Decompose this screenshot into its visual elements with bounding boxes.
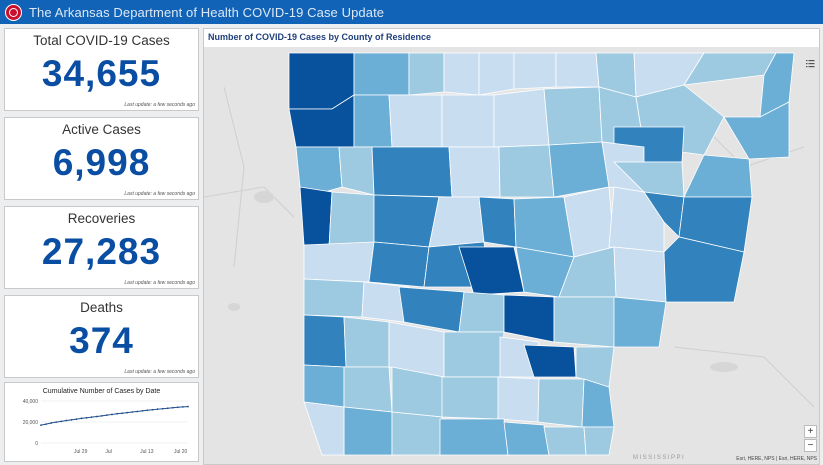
data-point[interactable]	[40, 424, 42, 427]
mississippi-label: MISSISSIPPI	[633, 455, 686, 461]
last-update: Last update: a few seconds ago	[124, 280, 195, 286]
data-point[interactable]	[161, 407, 164, 410]
chart-title: Cumulative Number of Cases by Date	[42, 388, 161, 395]
data-point[interactable]	[156, 408, 159, 411]
data-point[interactable]	[45, 423, 47, 425]
data-point[interactable]	[141, 409, 144, 412]
data-point[interactable]	[80, 417, 83, 420]
data-point[interactable]	[166, 407, 169, 410]
data-point[interactable]	[151, 408, 154, 411]
card-value: 374	[69, 320, 134, 361]
data-point[interactable]	[75, 418, 78, 421]
data-point[interactable]	[116, 412, 118, 415]
health-dept-logo-icon	[5, 3, 22, 21]
card-value: 27,283	[41, 231, 162, 272]
card-deaths: Deaths 374 Last update: a few seconds ag…	[4, 295, 199, 378]
data-point[interactable]	[176, 406, 179, 409]
y-tick-label: 0	[35, 441, 38, 447]
card-title: Active Cases	[62, 122, 141, 137]
last-update: Last update: a few seconds ago	[124, 102, 195, 108]
card-value: 34,655	[41, 53, 162, 94]
x-tick-label: Jul 13	[140, 449, 154, 455]
data-point[interactable]	[136, 410, 139, 413]
cumulative-cases-chart[interactable]: Cumulative Number of Cases by Date 40,00…	[4, 382, 199, 462]
chart-plot[interactable]: 40,000 20,000 0 Jul 29 Jul Jul 13 Jul 20	[5, 395, 198, 457]
x-tick-label: Jul 20	[174, 449, 188, 455]
data-point[interactable]	[105, 414, 108, 417]
data-point[interactable]	[70, 419, 73, 421]
y-tick-label: 40,000	[23, 399, 39, 405]
county-map[interactable]	[204, 47, 819, 464]
card-value: 6,998	[52, 142, 151, 183]
x-tick-label: Jul 29	[74, 449, 88, 455]
data-point[interactable]	[126, 411, 129, 414]
dashboard-title: The Arkansas Department of Health COVID-…	[29, 4, 385, 20]
card-recoveries: Recoveries 27,283 Last update: a few sec…	[4, 206, 199, 289]
map-title: Number of COVID-19 Cases by County of Re…	[208, 32, 432, 42]
card-total-cases: Total COVID-19 Cases 34,655 Last update:…	[4, 28, 199, 111]
arkansas-counties[interactable]	[288, 52, 795, 456]
data-point[interactable]	[182, 405, 184, 408]
card-title: Recoveries	[67, 211, 136, 226]
data-point[interactable]	[171, 406, 174, 409]
y-tick-label: 20,000	[23, 420, 39, 426]
map-attribution[interactable]: Esri, HERE, NPS | Esri, HERE, NPS	[736, 456, 817, 462]
data-point[interactable]	[50, 422, 53, 424]
app-header: The Arkansas Department of Health COVID-…	[0, 0, 823, 24]
data-point[interactable]	[100, 415, 103, 417]
data-point[interactable]	[60, 420, 63, 423]
zoom-out-button[interactable]: −	[804, 439, 817, 452]
data-point[interactable]	[90, 416, 93, 419]
data-point[interactable]	[95, 415, 98, 418]
card-title: Total COVID-19 Cases	[33, 33, 170, 48]
zoom-in-button[interactable]: +	[804, 425, 817, 438]
data-point[interactable]	[65, 419, 68, 422]
data-point[interactable]	[85, 416, 88, 419]
last-update: Last update: a few seconds ago	[124, 191, 195, 197]
data-point[interactable]	[187, 405, 189, 408]
data-point[interactable]	[131, 411, 134, 413]
data-point[interactable]	[121, 412, 124, 415]
data-point[interactable]	[55, 421, 58, 424]
data-point[interactable]	[111, 413, 113, 416]
county-map-panel: Number of COVID-19 Cases by County of Re…	[203, 28, 820, 465]
basemap-water	[228, 191, 738, 372]
cases-series-line[interactable]	[40, 406, 189, 426]
card-active-cases: Active Cases 6,998 Last update: a few se…	[4, 117, 199, 200]
x-tick-label: Jul	[105, 449, 111, 455]
last-update: Last update: a few seconds ago	[124, 369, 195, 375]
card-title: Deaths	[80, 300, 123, 315]
data-point[interactable]	[146, 409, 149, 412]
legend-list-icon[interactable]	[806, 59, 815, 68]
